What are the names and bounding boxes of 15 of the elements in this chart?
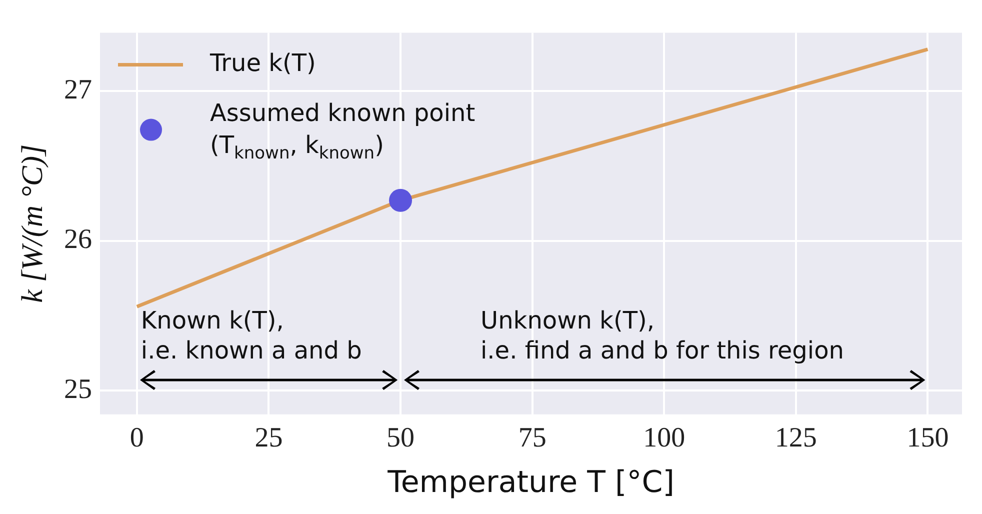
annotation: Unknown k(T), i.e. find a and b for this region: [480, 306, 844, 365]
x-tick-label: 125: [774, 422, 817, 454]
x-tick-label: 100: [643, 422, 686, 454]
x-tick-label: 75: [518, 422, 546, 454]
y-tick-label: 26: [64, 224, 92, 256]
x-tick-label: 25: [254, 422, 283, 454]
y-tick-label: 25: [64, 374, 92, 405]
legend-label: True k(T): [209, 49, 316, 78]
x-axis-title: Temperature T [°C]: [386, 464, 674, 500]
x-tick-label: 50: [386, 422, 415, 454]
y-tick-label: 27: [64, 74, 92, 106]
annotation: Known k(T), i.e. known a and b: [140, 306, 362, 365]
y-axis-title: k [W/(m °C)]: [16, 144, 49, 303]
x-tick-label: 150: [906, 422, 949, 454]
x-tick-label: 0: [130, 422, 144, 454]
